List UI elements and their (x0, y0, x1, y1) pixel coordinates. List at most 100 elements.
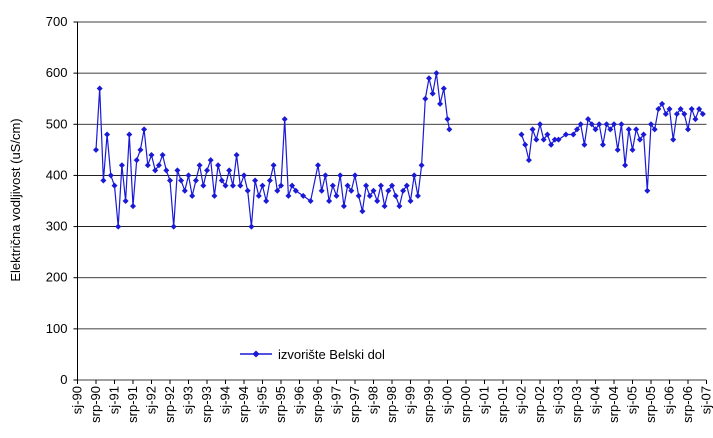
data-point (562, 131, 569, 138)
data-point (96, 85, 103, 92)
data-point (226, 167, 233, 174)
data-point (263, 198, 270, 204)
data-point (414, 192, 421, 199)
data-point (381, 203, 388, 210)
data-point (218, 177, 225, 184)
data-point (599, 141, 606, 148)
data-point (673, 111, 680, 118)
data-point (533, 136, 540, 143)
y-tick-label: 200 (46, 270, 68, 285)
y-tick-label: 400 (46, 167, 68, 182)
data-point (389, 182, 395, 189)
data-point (229, 182, 236, 189)
data-point (107, 172, 114, 179)
data-point (581, 141, 588, 148)
data-point (666, 105, 673, 112)
data-point (655, 105, 662, 112)
data-point (152, 167, 159, 174)
x-tick-label: sj-91 (107, 386, 122, 414)
x-tick-label: srp-95 (273, 386, 288, 423)
data-point (130, 203, 136, 210)
data-point (137, 146, 144, 153)
data-point (181, 187, 188, 194)
data-point (629, 146, 636, 153)
data-point (407, 198, 414, 204)
x-tick-label: srp-90 (88, 386, 103, 423)
x-tick-label: sj-06 (662, 386, 677, 414)
data-point (370, 187, 377, 194)
x-tick-label: srp-04 (606, 386, 621, 423)
x-tick-label: srp-97 (347, 386, 362, 423)
x-tick-label: sj-01 (477, 386, 492, 414)
x-tick-label: sj-03 (551, 386, 566, 414)
data-point (596, 121, 603, 128)
data-point (444, 116, 451, 123)
data-point (529, 126, 536, 133)
data-point (681, 111, 688, 118)
data-point (115, 223, 122, 230)
data-point (688, 105, 695, 112)
data-point (344, 182, 351, 189)
data-point (588, 121, 595, 128)
data-point (577, 121, 584, 128)
data-point (270, 162, 277, 169)
data-point (196, 162, 203, 169)
data-point (592, 126, 599, 133)
data-point (611, 121, 617, 128)
legend-marker (252, 350, 260, 358)
data-point (155, 162, 162, 169)
y-tick-label: 100 (46, 321, 68, 336)
x-tick-label: sj-96 (292, 386, 307, 414)
data-point (411, 172, 418, 179)
x-tick-label: srp-99 (421, 386, 436, 423)
data-point (141, 126, 148, 133)
x-tick-label: srp-94 (236, 386, 251, 423)
data-point (192, 177, 199, 184)
data-point (292, 187, 299, 194)
data-point (400, 187, 407, 194)
x-tick-label: srp-05 (643, 386, 658, 423)
data-point (333, 192, 340, 199)
x-tick-label: sj-07 (699, 386, 713, 414)
x-tick-label: sj-99 (403, 386, 418, 414)
data-point (126, 131, 133, 138)
data-point (433, 70, 440, 77)
data-point (662, 111, 669, 118)
data-point (548, 141, 555, 148)
data-point (281, 116, 288, 123)
data-point (104, 131, 111, 138)
data-point (326, 198, 333, 204)
data-point (189, 192, 196, 199)
data-point (359, 208, 366, 215)
data-point (252, 177, 259, 184)
data-point (174, 167, 181, 174)
data-point (178, 177, 185, 184)
x-tick-label: sj-02 (514, 386, 529, 414)
data-point (307, 198, 314, 204)
data-point (200, 182, 207, 189)
x-tick-label: srp-03 (569, 386, 584, 423)
legend-label: izvorište Belski dol (278, 347, 385, 362)
data-point (329, 182, 336, 189)
data-point (440, 85, 447, 92)
data-point (625, 126, 632, 133)
data-point (340, 203, 347, 210)
data-point (633, 126, 640, 133)
data-point (377, 182, 384, 189)
data-point (426, 75, 432, 82)
data-point (348, 187, 355, 194)
data-point (403, 182, 410, 189)
data-point (551, 136, 558, 143)
data-point (692, 116, 699, 123)
data-point (570, 131, 577, 138)
data-point (318, 187, 325, 194)
y-axis-label: Električna vodljivost (uS/cm) (8, 118, 23, 281)
data-point (144, 162, 151, 169)
x-tick-label: srp-02 (532, 386, 547, 423)
data-point (255, 192, 262, 199)
data-point (522, 141, 529, 148)
data-point (167, 177, 173, 184)
data-point (355, 192, 362, 199)
data-point (537, 121, 543, 128)
